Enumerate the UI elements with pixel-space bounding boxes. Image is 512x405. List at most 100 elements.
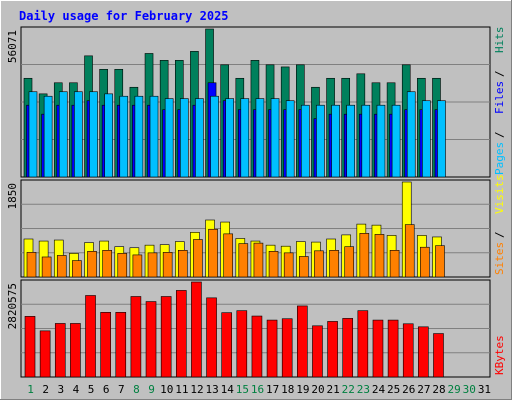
x-tick-label: 25 <box>387 383 400 396</box>
bar-sites <box>223 233 233 278</box>
bar-sites <box>162 252 173 278</box>
bar-sites <box>253 242 264 278</box>
y-max-label: 1850 <box>6 183 19 210</box>
bar-sites <box>420 246 430 278</box>
bar-kbytes <box>251 315 263 378</box>
legend-hits: Hits <box>493 27 506 54</box>
bar-kbytes <box>387 319 399 378</box>
bar-kbytes <box>418 326 429 378</box>
bar-pages <box>58 91 68 178</box>
bar-sites <box>26 252 37 278</box>
x-tick-label: 30 <box>463 383 476 396</box>
x-tick-label: 22 <box>342 383 355 396</box>
bar-kbytes <box>342 318 354 378</box>
bar-sites <box>72 260 82 278</box>
x-tick-label: 11 <box>175 383 188 396</box>
bar-sites <box>56 255 67 278</box>
bar-sites <box>389 250 400 278</box>
bar-sites <box>41 256 52 278</box>
x-tick-label: 29 <box>448 383 461 396</box>
x-tick-label: 15 <box>236 383 249 396</box>
bar-pages <box>240 98 250 178</box>
x-tick-label: 18 <box>281 383 294 396</box>
x-tick-label: 1 <box>27 383 34 396</box>
bar-kbytes <box>372 319 384 378</box>
bar-pages <box>195 98 204 178</box>
bar-sites <box>374 234 385 278</box>
bar-kbytes <box>175 290 187 378</box>
bar-sites <box>299 256 309 278</box>
legend-separator: / <box>493 231 506 238</box>
legend-separator: / <box>493 131 506 138</box>
bar-kbytes <box>100 312 111 378</box>
bar-pages <box>346 104 356 178</box>
bar-kbytes <box>297 305 308 378</box>
bar-pages <box>422 100 431 178</box>
bar-kbytes <box>24 316 36 378</box>
bar-kbytes <box>160 296 172 378</box>
bar-pages <box>437 100 446 178</box>
bar-sites <box>147 252 158 278</box>
bar-pages <box>179 98 189 178</box>
bar-kbytes <box>54 323 66 378</box>
legend-kbytes: KBytes <box>493 335 506 375</box>
x-tick-label: 17 <box>266 383 279 396</box>
bar-pages <box>89 91 98 178</box>
bar-sites <box>177 250 188 278</box>
x-tick-label: 19 <box>296 383 309 396</box>
x-tick-label: 21 <box>327 383 340 396</box>
x-tick-label: 8 <box>133 383 140 396</box>
bar-kbytes <box>221 312 232 378</box>
bar-pages <box>149 95 159 178</box>
bar-pages <box>134 95 144 178</box>
x-tick-label: 6 <box>103 383 110 396</box>
chart-title: Daily usage for February 2025 <box>19 9 229 23</box>
bar-kbytes <box>39 330 51 378</box>
x-tick-label: 16 <box>251 383 264 396</box>
bar-pages <box>28 91 38 178</box>
x-tick-label: 23 <box>357 383 370 396</box>
x-tick-label: 12 <box>190 383 203 396</box>
x-tick-label: 13 <box>205 383 218 396</box>
legend-pages: Pages <box>493 142 506 175</box>
bar-kbytes <box>130 296 142 378</box>
bar-pages <box>331 104 340 178</box>
legend-visits: Visits <box>493 174 506 214</box>
x-tick-label: 27 <box>417 383 430 396</box>
bar-pages <box>119 95 129 178</box>
bar-pages <box>104 93 113 178</box>
bar-kbytes <box>433 333 444 378</box>
bar-pages <box>43 95 53 178</box>
bar-kbytes <box>70 323 81 378</box>
bar-pages <box>361 104 371 178</box>
bar-kbytes <box>206 297 217 378</box>
bar-sites <box>238 243 249 278</box>
legend-separator: / <box>493 70 506 77</box>
x-tick-label: 31 <box>478 383 491 396</box>
x-tick-label: 10 <box>160 383 173 396</box>
bar-pages <box>270 98 280 178</box>
bar-sites <box>193 239 203 278</box>
x-tick-label: 7 <box>118 383 125 396</box>
bar-pages <box>391 104 401 178</box>
bar-kbytes <box>115 312 127 378</box>
bar-sites <box>132 254 143 278</box>
bar-kbytes <box>85 295 96 378</box>
x-tick-label: 4 <box>73 383 80 396</box>
bar-pages <box>210 95 219 178</box>
bar-kbytes <box>191 281 202 378</box>
bar-sites <box>314 250 324 278</box>
bar-kbytes <box>312 325 323 378</box>
x-tick-label: 20 <box>311 383 324 396</box>
bar-kbytes <box>145 301 157 378</box>
bar-pages <box>285 100 295 178</box>
bar-kbytes <box>402 323 414 378</box>
x-tick-label: 5 <box>88 383 95 396</box>
bar-sites <box>117 253 128 278</box>
bar-pages <box>225 98 234 178</box>
bar-pages <box>164 98 174 178</box>
bar-kbytes <box>327 321 338 378</box>
bar-pages <box>406 91 416 178</box>
